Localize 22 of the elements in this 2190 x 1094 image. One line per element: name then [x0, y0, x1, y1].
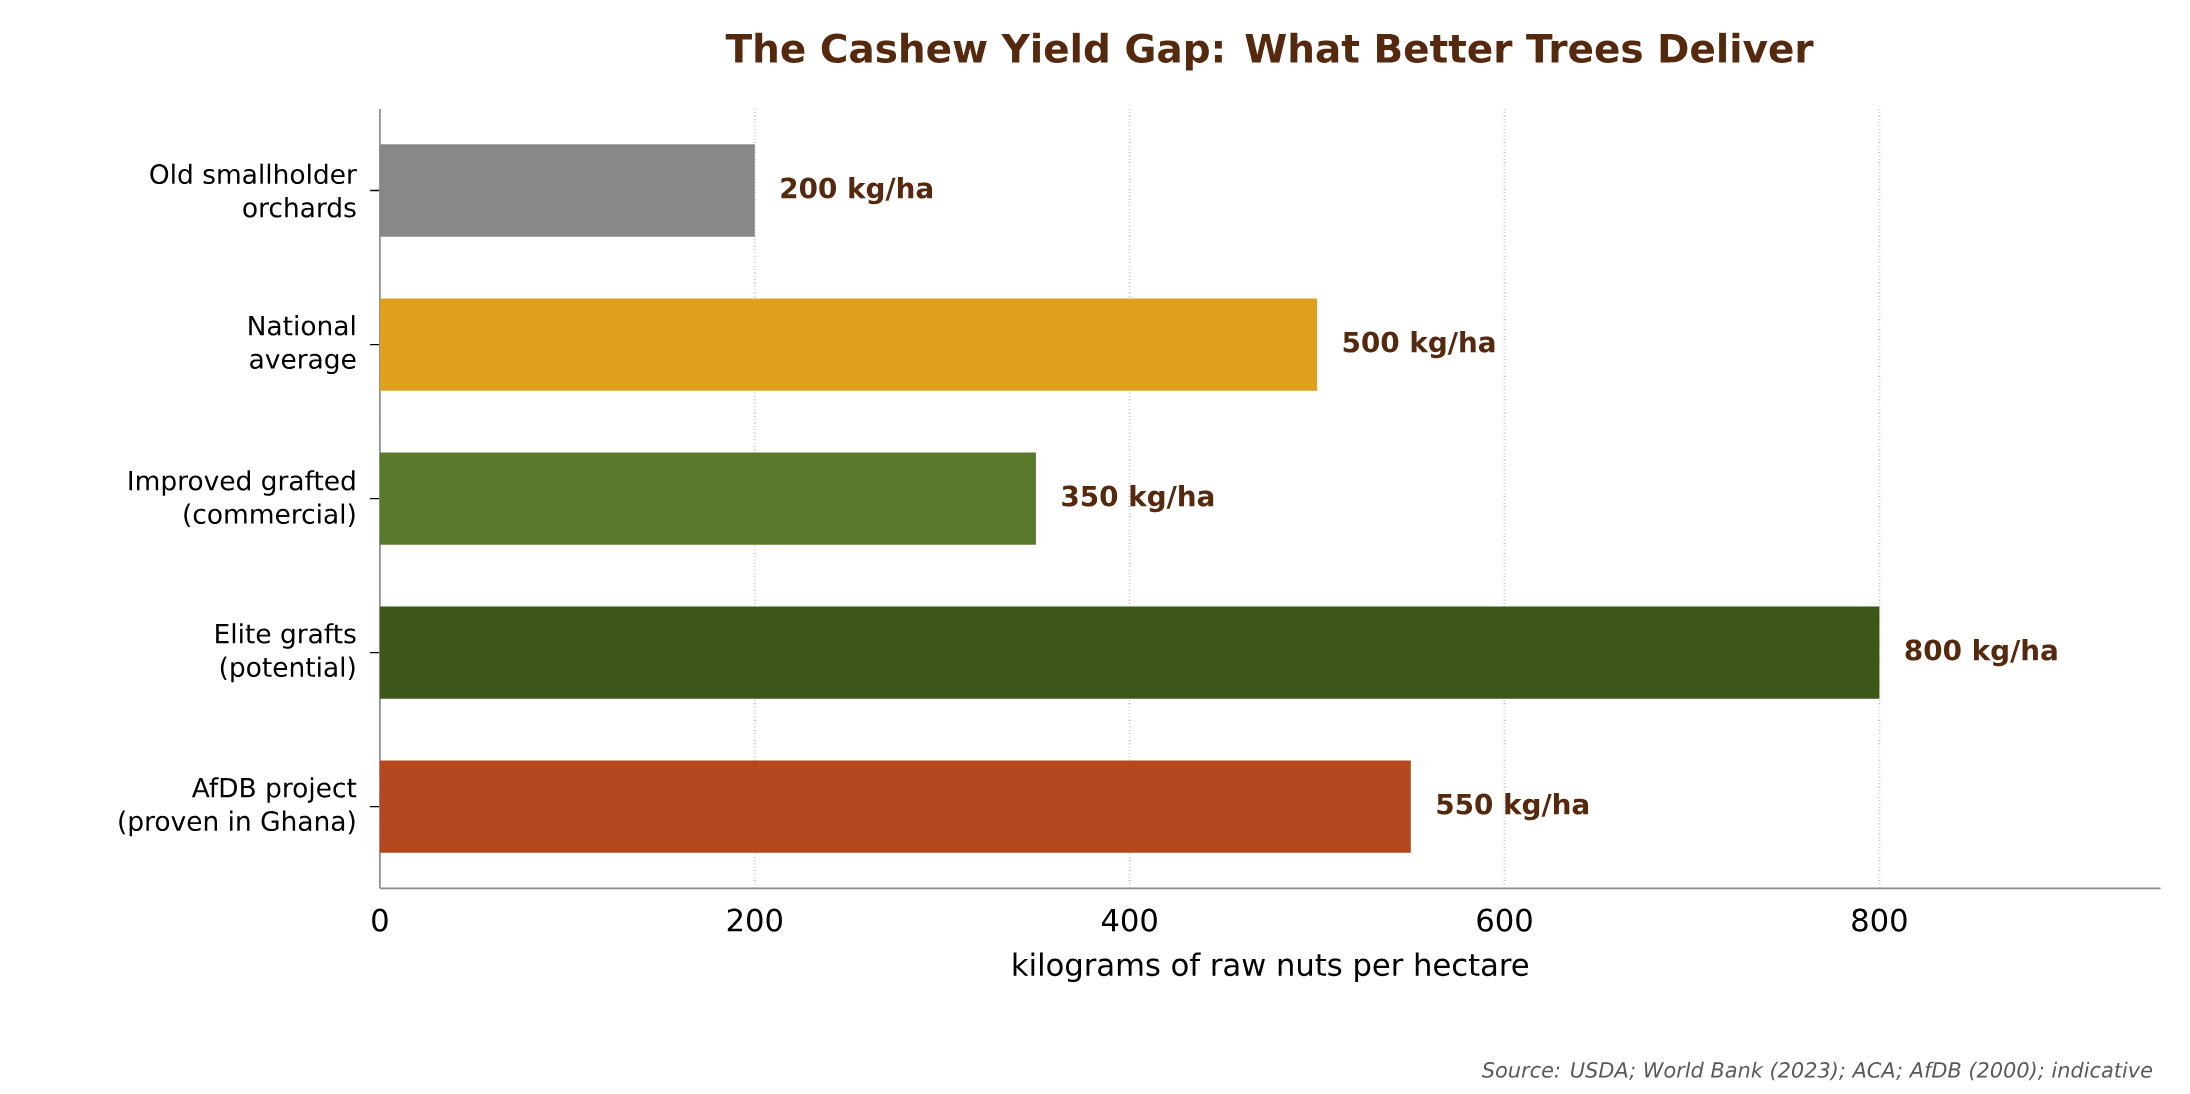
x-tick-label: 400	[1101, 908, 1157, 932]
y-tick-label: Elite grafts (potential)	[216, 623, 356, 683]
y-tick-label: National average	[249, 315, 356, 375]
x-axis-title: kilograms of raw nuts per hectare	[1013, 952, 1529, 983]
data-label: 200 kg/ha	[781, 177, 933, 205]
bar	[379, 760, 1411, 854]
y-tick-label: AfDB project (proven in Ghana)	[119, 777, 357, 837]
data-label: 500 kg/ha	[1343, 331, 1495, 359]
y-tick-label: Old smallholder orchards	[150, 163, 357, 218]
data-label: 800 kg/ha	[1905, 639, 2057, 667]
bar	[379, 452, 1036, 546]
data-label: 550 kg/ha	[1437, 793, 1589, 821]
chart-title: The Cashew Yield Gap: What Better Trees Deliver	[725, 33, 1814, 71]
x-tick-label: 0	[372, 908, 388, 932]
x-tick-label: 800	[1852, 908, 1907, 932]
bar	[379, 298, 1318, 391]
bar	[379, 606, 1880, 700]
data-label: 350 kg/ha	[1062, 485, 1214, 513]
x-tick-label: 200	[727, 908, 782, 932]
y-tick-label: Improved grafted (commercial)	[129, 470, 355, 528]
source-note: Source: USDA; World Bank (2023); ACA; AfDB (2000); indicative	[1481, 1061, 2153, 1081]
x-tick-label: 600	[1477, 908, 1532, 932]
